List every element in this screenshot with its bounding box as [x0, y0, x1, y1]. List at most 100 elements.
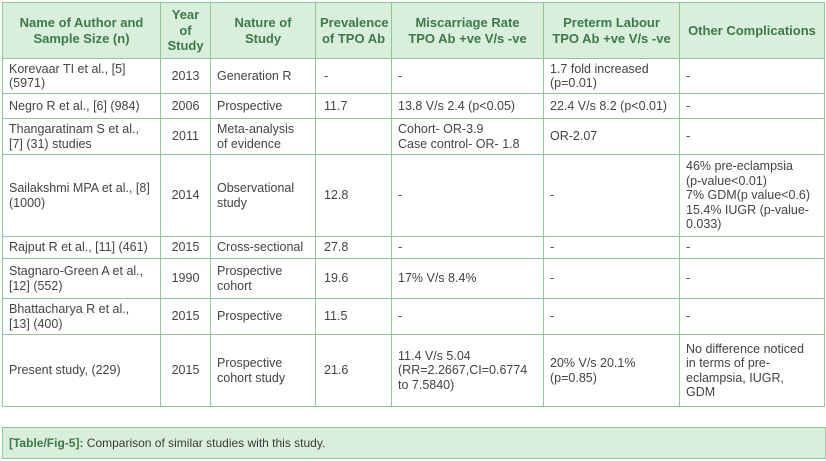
- cell-author: Negro R et al., [6] (984): [2, 93, 161, 119]
- cell-other: -: [679, 236, 825, 259]
- cell-line: No difference noticed: [686, 341, 804, 356]
- cell-line: 0.033): [686, 217, 722, 232]
- cell-line: cohort: [217, 278, 252, 293]
- cell-line: OR-2.07: [550, 129, 598, 144]
- cell-other: -: [679, 58, 825, 94]
- cell-line: Prospective: [217, 309, 283, 324]
- comparison-table: Name of Author and Sample Size (n) Year …: [2, 2, 825, 407]
- cell-nature: Meta-analysis of evidence: [210, 118, 316, 155]
- cell-author: Present study, (229): [2, 334, 161, 407]
- cell-line: (p-value<0.01): [686, 173, 767, 188]
- header-row: Name of Author and Sample Size (n) Year …: [2, 2, 825, 59]
- cell-line: to 7.5840): [398, 377, 455, 392]
- cell-line: Prospective: [217, 98, 283, 113]
- cell-line: 11.4 V/s 5.04: [398, 348, 471, 363]
- cell-line: Cross-sectional: [217, 240, 304, 255]
- cell-miscarriage: -: [391, 236, 544, 259]
- cell-line: -: [550, 240, 555, 255]
- header-preterm: Preterm Labour TPO Ab +ve V/s -ve: [543, 2, 680, 59]
- cell-prevalence: 27.8: [315, 236, 392, 259]
- cell-author: Stagnaro-Green A et al., [12] (552): [2, 258, 161, 299]
- cell-prevalence: 11.7: [315, 93, 392, 119]
- cell-prevalence: 21.6: [315, 334, 392, 407]
- cell-line: study: [217, 195, 247, 210]
- table-row: Bhattacharya R et al., [13] (400) 2015 P…: [2, 298, 825, 335]
- cell-author: Sailakshmi MPA et al., [8] (1000): [2, 154, 161, 237]
- cell-line: GDM: [686, 385, 716, 399]
- cell-line: Thangaratinam S et al.,: [9, 122, 139, 136]
- caption-tag: [Table/Fig-5]:: [9, 436, 84, 450]
- cell-year: 2013: [160, 58, 211, 94]
- cell-line: 17% V/s 8.4%: [398, 271, 477, 286]
- table-row: Thangaratinam S et al., [7] (31) studies…: [2, 118, 825, 155]
- cell-line: 46% pre-eclampsia: [686, 159, 793, 174]
- cell-miscarriage: 11.4 V/s 5.04 (RR=2.2667,CI=0.6774 to 7.…: [391, 334, 544, 407]
- cell-line: -: [686, 309, 691, 324]
- cell-line: -: [550, 188, 555, 203]
- cell-preterm: 1.7 fold increased (p=0.01): [543, 58, 680, 94]
- cell-other: -: [679, 118, 825, 155]
- cell-line: (RR=2.2667,CI=0.6774: [398, 363, 528, 378]
- header-year-line: of: [179, 22, 192, 38]
- cell-line: -: [550, 271, 555, 286]
- cell-line: -: [686, 98, 691, 113]
- cell-line: -: [686, 240, 691, 255]
- cell-preterm: 22.4 V/s 8.2 (p<0.01): [543, 93, 680, 119]
- header-other-line: Other Complications: [688, 22, 816, 38]
- header-nature-line: Study: [244, 30, 282, 46]
- cell-miscarriage: 13.8 V/s 2.4 (p<0.05): [391, 93, 544, 119]
- cell-year: 2014: [160, 154, 211, 237]
- header-author-line: Sample Size (n): [33, 30, 130, 46]
- caption-text: Comparison of similar studies with this …: [83, 436, 326, 450]
- cell-year: 1990: [160, 258, 211, 299]
- header-year-line: Year: [171, 7, 200, 23]
- cell-line: -: [686, 129, 691, 144]
- cell-line: 1.7 fold increased: [550, 61, 649, 76]
- cell-prevalence: -: [315, 58, 392, 94]
- cell-other: -: [679, 298, 825, 335]
- cell-line: -: [398, 68, 403, 83]
- cell-year: 2011: [160, 118, 211, 155]
- cell-line: 15.4% IUGR (p-value-: [686, 202, 809, 217]
- cell-nature: Prospective cohort: [210, 258, 316, 299]
- cell-other: -: [679, 258, 825, 299]
- header-prevalence-line: of TPO Ab: [321, 30, 386, 46]
- cell-nature: Cross-sectional: [210, 236, 316, 259]
- table-row: Sailakshmi MPA et al., [8] (1000) 2014 O…: [2, 154, 825, 237]
- table-row: Korevaar TI et al., [5] (5971) 2013 Gene…: [2, 58, 825, 94]
- header-miscarriage-line: Miscarriage Rate: [415, 15, 520, 30]
- cell-year: 2015: [160, 298, 211, 335]
- header-preterm-line: TPO Ab +ve V/s -ve: [552, 30, 671, 46]
- cell-author: Thangaratinam S et al., [7] (31) studies: [2, 118, 161, 155]
- cell-line: cohort study: [217, 370, 286, 385]
- cell-line: -: [686, 271, 691, 286]
- table-row: Rajput R et al., [11] (461) 2015 Cross-s…: [2, 236, 825, 259]
- cell-line: [12] (552): [9, 278, 63, 293]
- cell-line: Generation R: [217, 68, 292, 83]
- cell-line: 20% V/s 20.1%: [550, 356, 636, 370]
- table-row: Negro R et al., [6] (984) 2006 Prospecti…: [2, 93, 825, 119]
- cell-line: Prospective: [217, 356, 283, 370]
- comparison-table-wrapper: Name of Author and Sample Size (n) Year …: [2, 2, 825, 407]
- cell-nature: Observational study: [210, 154, 316, 237]
- header-miscarriage-line: TPO Ab +ve V/s -ve: [408, 30, 527, 46]
- cell-line: Observational: [217, 181, 295, 195]
- cell-prevalence: [315, 118, 392, 155]
- cell-line: Sailakshmi MPA et al., [8]: [9, 181, 150, 195]
- cell-year: 2006: [160, 93, 211, 119]
- cell-line: (p=0.85): [550, 370, 597, 385]
- cell-author: Bhattacharya R et al., [13] (400): [2, 298, 161, 335]
- cell-line: 7% GDM(p value<0.6): [686, 188, 811, 203]
- table-row: Stagnaro-Green A et al., [12] (552) 1990…: [2, 258, 825, 299]
- cell-line: [7] (31) studies: [9, 136, 92, 151]
- cell-miscarriage: Cohort- OR-3.9 Case control- OR- 1.8: [391, 118, 544, 155]
- cell-preterm: OR-2.07: [543, 118, 680, 155]
- cell-preterm: -: [543, 154, 680, 237]
- cell-line: Bhattacharya R et al.,: [9, 302, 130, 316]
- cell-line: 13.8 V/s 2.4 (p<0.05): [398, 98, 516, 113]
- cell-line: 22.4 V/s 8.2 (p<0.01): [550, 98, 668, 113]
- header-miscarriage: Miscarriage Rate TPO Ab +ve V/s -ve: [391, 2, 544, 59]
- cell-line: Prospective: [217, 264, 283, 278]
- cell-line: -: [398, 309, 403, 324]
- cell-miscarriage: -: [391, 298, 544, 335]
